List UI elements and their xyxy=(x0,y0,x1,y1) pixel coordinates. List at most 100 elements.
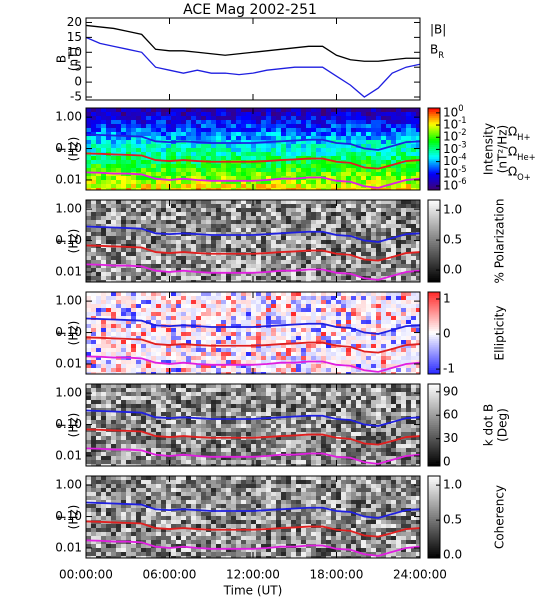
spectrogram-cell xyxy=(316,172,321,176)
spectrogram-cell xyxy=(131,260,136,264)
spectrogram-cell xyxy=(341,348,346,352)
spectrogram-cell xyxy=(356,264,361,268)
spectrogram-cell xyxy=(301,296,306,300)
spectrogram-cell xyxy=(276,340,281,344)
spectrogram-cell xyxy=(286,328,291,332)
spectrogram-cell xyxy=(106,108,111,112)
spectrogram-cell xyxy=(111,392,116,396)
spectrogram-cell xyxy=(141,392,146,396)
spectrogram-cell xyxy=(161,280,166,282)
spectrogram-cell xyxy=(156,312,161,316)
colorbar-step xyxy=(428,300,440,303)
spectrogram-cell xyxy=(256,108,261,112)
spectrogram-cell xyxy=(376,124,381,128)
spectrogram-cell xyxy=(221,212,226,216)
spectrogram-cell xyxy=(96,120,101,124)
spectrogram-cell xyxy=(281,280,286,282)
spectrogram-cell xyxy=(156,308,161,312)
spectrogram-cell xyxy=(181,180,186,184)
spectrogram-cell xyxy=(261,272,266,276)
spectrogram-cell xyxy=(186,312,191,316)
spectrogram-cell xyxy=(391,248,396,252)
spectrogram-cell xyxy=(96,312,101,316)
spectrogram-cell xyxy=(111,400,116,404)
spectrogram-cell xyxy=(361,136,366,140)
spectrogram-cell xyxy=(396,264,401,268)
spectrogram-cell xyxy=(296,144,301,148)
spectrogram-cell xyxy=(251,128,256,132)
spectrogram-cell xyxy=(391,156,396,160)
spectrogram-cell xyxy=(116,276,121,280)
spectrogram-cell xyxy=(416,304,420,308)
spectrogram-cell xyxy=(391,168,396,172)
spectrogram-cell xyxy=(156,116,161,120)
spectrogram-cell xyxy=(276,352,281,356)
spectrogram-cell xyxy=(401,336,406,340)
spectrogram-cell xyxy=(151,252,156,256)
spectrogram-cell xyxy=(301,324,306,328)
spectrogram-cell xyxy=(96,300,101,304)
spectrogram-cell xyxy=(141,232,146,236)
spectrogram-cell xyxy=(136,276,141,280)
spectrogram-cell xyxy=(341,384,346,388)
spectrogram-cell xyxy=(106,324,111,328)
spectrogram-cell xyxy=(101,296,106,300)
spectrogram-cell xyxy=(141,348,146,352)
spectrogram-cell xyxy=(261,392,266,396)
spectrogram-cell xyxy=(386,324,391,328)
spectrogram-cell xyxy=(161,144,166,148)
spectrogram-cell xyxy=(356,248,361,252)
spectrogram-cell xyxy=(161,180,166,184)
spectrogram-cell xyxy=(376,388,381,392)
spectrogram-cell xyxy=(131,228,136,232)
spectrogram-cell xyxy=(351,120,356,124)
spectrogram-cell xyxy=(236,204,241,208)
spectrogram-cell xyxy=(236,324,241,328)
spectrogram-cell xyxy=(316,408,321,412)
spectrogram-cell xyxy=(126,404,131,408)
spectrogram-cell xyxy=(366,356,371,360)
spectrogram-cell xyxy=(111,164,116,168)
spectrogram-cell xyxy=(326,364,331,368)
spectrogram-cell xyxy=(151,188,156,190)
spectrogram-cell xyxy=(176,252,181,256)
spectrogram-cell xyxy=(151,248,156,252)
spectrogram-cell xyxy=(211,240,216,244)
spectrogram-cell xyxy=(176,148,181,152)
spectrogram-cell xyxy=(271,340,276,344)
spectrogram-cell xyxy=(416,272,420,276)
spectrogram-cell xyxy=(281,308,286,312)
spectrogram-cell xyxy=(406,280,411,282)
spectrogram-cell xyxy=(256,220,261,224)
spectrogram-cell xyxy=(151,344,156,348)
spectrogram-cell xyxy=(321,160,326,164)
spectrogram-cell xyxy=(271,132,276,136)
spectrogram-cell xyxy=(401,124,406,128)
spectrogram-cell xyxy=(106,308,111,312)
spectrogram-cell xyxy=(331,364,336,368)
spectrogram-cell xyxy=(181,364,186,368)
spectrogram-cell xyxy=(261,400,266,404)
colorbar-label: % Polarization xyxy=(493,199,507,284)
spectrogram-cell xyxy=(226,340,231,344)
spectrogram-cell xyxy=(386,204,391,208)
spectrogram-cell xyxy=(216,132,221,136)
spectrogram-cell xyxy=(191,128,196,132)
spectrogram-cell xyxy=(386,228,391,232)
spectrogram-cell xyxy=(136,396,141,400)
spectrogram-cell xyxy=(101,132,106,136)
spectrogram-cell xyxy=(111,160,116,164)
spectrogram-cell xyxy=(166,308,171,312)
spectrogram-cell xyxy=(126,156,131,160)
spectrogram-cell xyxy=(121,160,126,164)
y-tick-label: 1.00 xyxy=(55,294,82,308)
spectrogram-cell xyxy=(346,324,351,328)
spectrogram-cell xyxy=(126,256,131,260)
spectrogram-cell xyxy=(361,320,366,324)
spectrogram-cell xyxy=(406,224,411,228)
spectrogram-cell xyxy=(276,240,281,244)
spectrogram-cell xyxy=(286,392,291,396)
spectrogram-cell xyxy=(276,256,281,260)
spectrogram-cell xyxy=(346,244,351,248)
spectrogram-cell xyxy=(236,280,241,282)
